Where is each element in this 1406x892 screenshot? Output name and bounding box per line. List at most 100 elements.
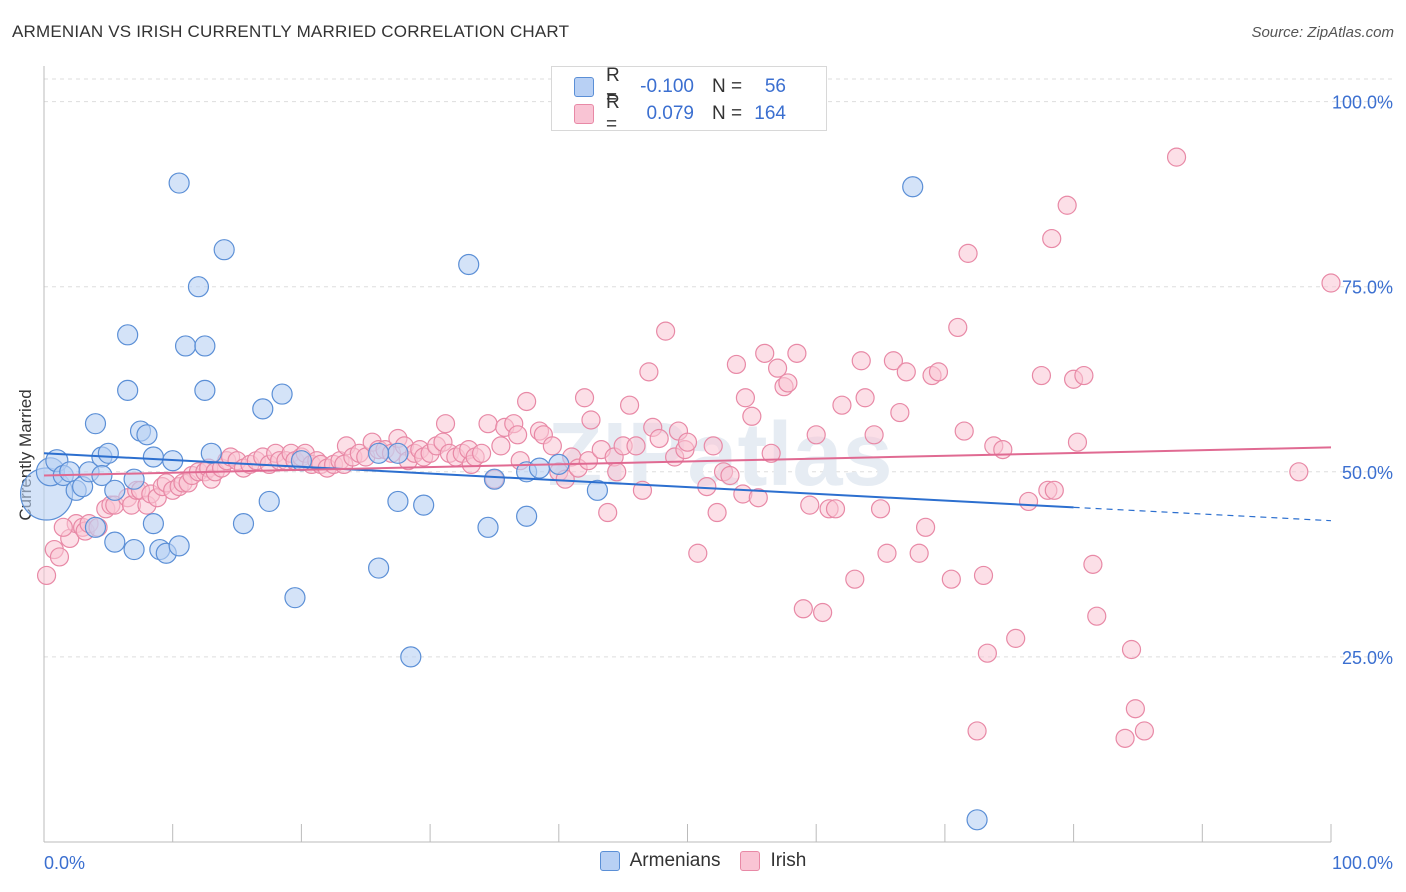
irish-point — [626, 436, 646, 456]
irish-point — [720, 465, 740, 486]
armenian-point — [284, 587, 306, 609]
x-tick-label: 0.0% — [44, 853, 85, 873]
armenian-point — [117, 379, 139, 401]
irish-point — [958, 243, 978, 263]
armenian-point — [213, 239, 235, 261]
irish-point — [870, 499, 891, 519]
legend-label-armenians: Armenians — [629, 850, 721, 871]
armenian-point — [142, 513, 164, 535]
irish-point — [1042, 228, 1062, 249]
armenian-point — [91, 464, 113, 487]
irish-point — [578, 451, 599, 471]
irish-point — [967, 721, 987, 741]
armenian-point — [84, 413, 107, 435]
armenians-swatch — [574, 77, 594, 97]
irish-point — [707, 502, 727, 523]
armenian-point — [104, 479, 126, 501]
armenian-point — [168, 535, 190, 557]
irish-point — [761, 443, 781, 463]
irish-point — [435, 414, 456, 434]
armenian-point — [400, 646, 422, 668]
irish-point — [977, 643, 997, 663]
armenian-point — [516, 505, 538, 527]
irish-point — [649, 428, 669, 449]
irish-point — [1134, 721, 1154, 741]
y-tick-label: 50.0% — [1342, 463, 1393, 483]
armenian-point — [458, 253, 480, 276]
irish-point — [53, 517, 73, 537]
irish-points — [36, 147, 1341, 748]
irish-point — [928, 362, 949, 382]
irish-point — [915, 517, 936, 537]
irish-point — [697, 477, 717, 497]
armenian-point — [142, 446, 164, 468]
irish-point — [1166, 147, 1187, 167]
irish-point — [864, 425, 884, 445]
irish-point — [1006, 628, 1026, 648]
armenian-point — [168, 172, 190, 194]
armenian-point — [194, 379, 216, 401]
irish-point — [742, 406, 762, 426]
irish-trend-line — [43, 446, 1332, 477]
irish-point — [851, 351, 871, 371]
irish-point — [1115, 728, 1135, 748]
armenian-point — [117, 324, 139, 346]
legend-row-armenians: R = -0.100 N = 56 — [574, 65, 786, 108]
irish-point — [1031, 365, 1052, 386]
legend-row-irish: R = 0.079 N = 164 — [574, 92, 786, 135]
armenian-points — [19, 172, 988, 831]
armenian-point — [123, 538, 145, 561]
armenian-point — [104, 531, 126, 553]
irish-point — [656, 321, 676, 341]
irish-point — [755, 343, 775, 363]
irish-point — [478, 414, 498, 434]
legend-label-irish: Irish — [770, 850, 807, 871]
chart-title: ARMENIAN VS IRISH CURRENTLY MARRIED CORR… — [12, 22, 570, 41]
irish-point — [806, 425, 826, 445]
irish-point — [993, 439, 1013, 460]
irish-point — [800, 495, 820, 515]
r-value: 0.079 — [646, 103, 694, 124]
irish-point — [508, 425, 528, 445]
n-label: N = — [712, 76, 743, 97]
armenians-legend-swatch — [599, 851, 620, 871]
armenian-point — [477, 516, 499, 538]
irish-point — [1067, 432, 1088, 452]
armenian-point — [368, 442, 390, 464]
armenian-point — [258, 490, 280, 513]
armenian-trend-extension — [1073, 506, 1332, 522]
irish-point — [948, 317, 968, 338]
y-tick-label: 100.0% — [1332, 93, 1393, 113]
irish-point — [877, 543, 897, 563]
irish-point — [619, 395, 640, 415]
irish-point — [1044, 480, 1064, 500]
r-label: R = — [606, 65, 620, 108]
irish-point — [909, 543, 929, 563]
source-label: Source: ZipAtlas.com — [1251, 24, 1394, 41]
irish-point — [1057, 195, 1077, 215]
irish-point — [1289, 462, 1309, 482]
irish-point — [491, 436, 511, 456]
armenian-point — [586, 479, 609, 501]
irish-point — [1083, 554, 1103, 574]
irish-point — [832, 395, 852, 415]
n-value: 164 — [754, 103, 786, 124]
irish-point — [813, 602, 833, 623]
y-tick-label: 25.0% — [1342, 648, 1393, 668]
irish-point — [726, 354, 747, 375]
irish-point — [1018, 491, 1039, 512]
irish-swatch — [574, 104, 594, 124]
irish-point — [581, 410, 601, 430]
armenian-point — [136, 424, 158, 446]
irish-point — [735, 388, 756, 408]
irish-point — [883, 351, 904, 371]
irish-point — [471, 443, 492, 463]
correlation-legend: R = -0.100 N = 56 R = 0.079 N = 164 — [551, 65, 827, 135]
irish-point — [845, 569, 865, 589]
irish-point — [748, 488, 768, 508]
irish-point — [778, 373, 798, 393]
n-value: 56 — [764, 76, 786, 97]
armenian-point — [194, 335, 216, 357]
irish-point — [890, 402, 910, 423]
